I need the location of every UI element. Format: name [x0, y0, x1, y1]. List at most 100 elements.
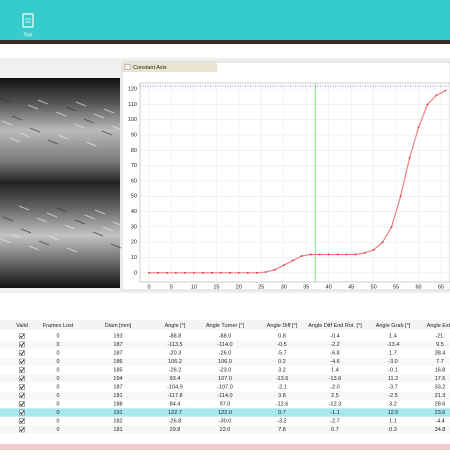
cell: 12.5 [388, 410, 399, 416]
texture-stroke [18, 205, 30, 211]
cell: 187 [113, 384, 122, 390]
cell: 9.5 [436, 342, 444, 348]
plot-area [139, 82, 450, 283]
column-header: Angle Grab [°] [376, 323, 411, 329]
cell: 0 [56, 393, 59, 399]
data-point [381, 241, 384, 244]
valid-checkbox[interactable] [19, 358, 25, 365]
texture-stroke [103, 108, 115, 114]
cell: -107.0 [217, 384, 233, 390]
texture-stroke [38, 240, 50, 246]
cell: -3.2 [277, 418, 286, 424]
curve [148, 90, 446, 274]
cell: -4.4 [435, 418, 444, 424]
data-point [184, 271, 186, 274]
cell: -21. [435, 333, 445, 339]
texture-stroke [36, 217, 48, 223]
data-point [157, 271, 159, 274]
cell: 0 [56, 376, 59, 382]
checkbox-label[interactable]: Constant Axis [133, 65, 167, 71]
cell: 0 [56, 427, 59, 433]
test-button[interactable]: Test [22, 13, 34, 38]
cell: 93.4 [170, 376, 181, 382]
cell: 16.8 [435, 367, 446, 373]
y-tick-label: 60 [131, 178, 137, 184]
cell: -2.2 [330, 342, 339, 348]
cell: -0.4 [330, 333, 339, 339]
table-header [0, 320, 450, 330]
cell: 181 [113, 393, 122, 399]
x-tick-label: 40 [326, 284, 332, 290]
valid-checkbox[interactable] [19, 392, 25, 399]
cell: 2.5 [331, 393, 339, 399]
cell: 0.7 [331, 427, 339, 433]
cell: 106.2 [168, 359, 182, 365]
texture-stroke [85, 141, 97, 147]
cell: 22.0 [220, 427, 231, 433]
data-point [309, 253, 312, 256]
cell: 182 [113, 418, 122, 424]
cell: -2.7 [330, 418, 339, 424]
cell: 21.3 [435, 393, 446, 399]
texture-stroke [65, 106, 77, 112]
texture-stroke [48, 235, 60, 241]
x-tick-label: 25 [258, 284, 264, 290]
valid-checkbox[interactable] [19, 418, 25, 424]
valid-checkbox[interactable] [19, 367, 25, 373]
valid-checkbox[interactable] [19, 350, 25, 356]
row-stripe [0, 357, 450, 366]
column-header: Angle Turner [°] [206, 323, 245, 329]
valid-checkbox[interactable] [19, 426, 25, 433]
cell: 33.2 [435, 384, 446, 390]
cell: -12.6 [276, 401, 289, 407]
cell: 0.3 [389, 427, 397, 433]
cell: 107.0 [218, 376, 232, 382]
checkbox[interactable] [124, 64, 131, 70]
texture-stroke [75, 101, 87, 107]
valid-checkbox[interactable] [19, 375, 25, 382]
texture-stroke [9, 137, 21, 143]
check-mark [19, 384, 25, 390]
cell: -2.1 [277, 384, 286, 390]
texture-stroke [0, 238, 12, 244]
texture-stroke [20, 228, 32, 234]
valid-checkbox[interactable] [19, 333, 25, 339]
cell: 0 [56, 367, 59, 373]
texture-stroke [74, 219, 86, 225]
cell: 7.7 [436, 359, 444, 365]
texture-stroke [84, 214, 96, 220]
button-label[interactable]: Test [23, 32, 33, 38]
valid-checkbox[interactable] [19, 409, 25, 416]
valid-checkbox[interactable] [19, 384, 25, 390]
texture-stroke [111, 125, 123, 131]
cell: 0.7 [278, 410, 286, 416]
texture-stroke [19, 132, 31, 138]
texture-stroke [94, 209, 106, 215]
cell: 0 [56, 333, 59, 339]
texture-stroke [11, 115, 23, 121]
texture-stroke [37, 99, 49, 105]
cell: 0 [56, 384, 59, 390]
y-tick-label: 70 [131, 163, 137, 169]
data-point [175, 271, 177, 274]
texture-stroke [110, 243, 122, 249]
data-point [273, 268, 276, 271]
cell: 0 [56, 418, 59, 424]
texture-stroke [10, 233, 22, 239]
x-tick-label: 35 [303, 284, 309, 290]
data-point [246, 271, 249, 274]
cell: 0 [56, 359, 59, 365]
y-tick-label: 110 [128, 102, 137, 108]
valid-checkbox[interactable] [19, 341, 25, 348]
check-mark [19, 350, 25, 356]
texture-stroke [93, 113, 105, 119]
cell: 23.6 [435, 410, 446, 416]
cell: 3.2 [278, 367, 286, 373]
valid-checkbox[interactable] [19, 401, 25, 407]
cell: -20.3 [169, 350, 182, 356]
cell: 1.4 [331, 367, 339, 373]
data-point [426, 103, 429, 106]
cell: 194 [113, 376, 122, 382]
texture-stroke [92, 231, 104, 237]
check-mark [19, 427, 25, 432]
